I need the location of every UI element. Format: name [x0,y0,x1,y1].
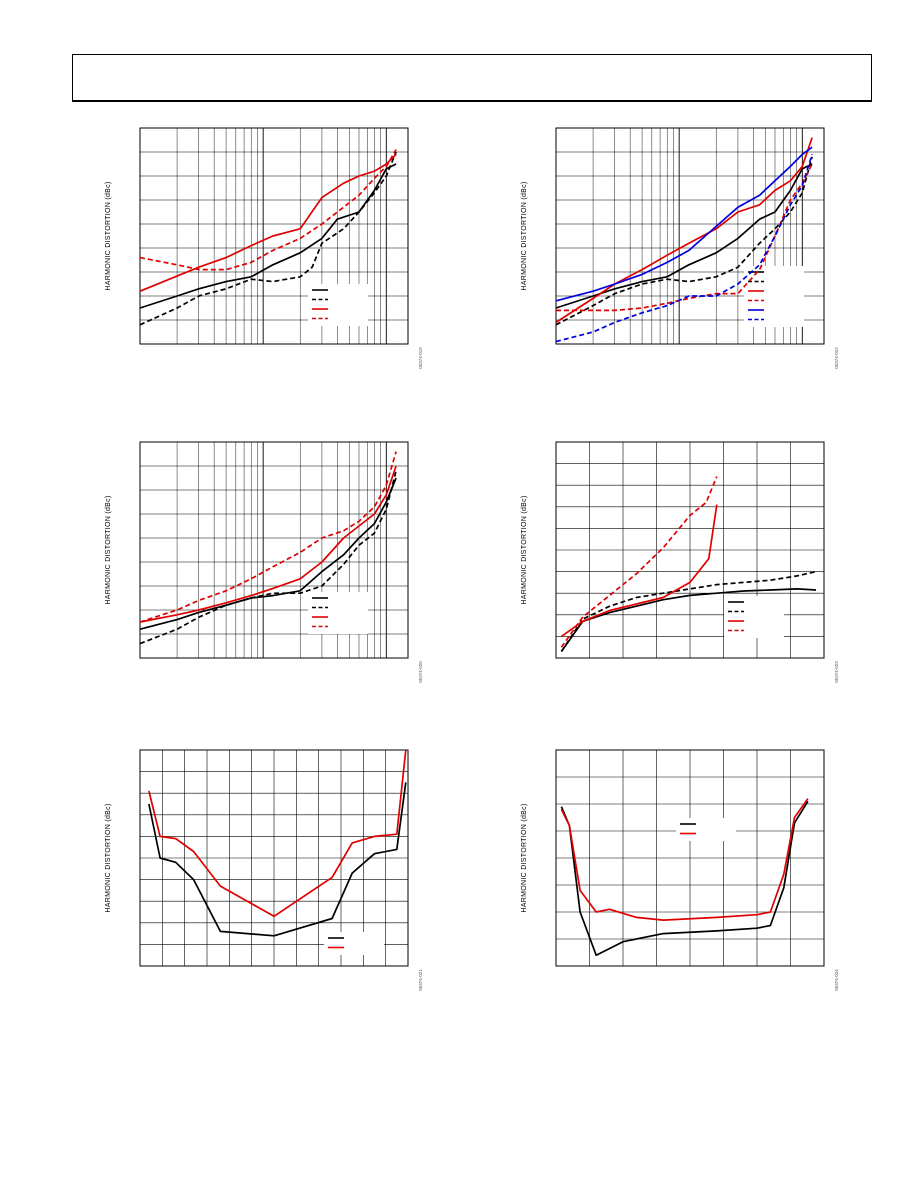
legend-panel [724,596,784,638]
y-axis-label: HARMONIC DISTORTION (dBc) [105,181,112,290]
page-header-box [72,54,872,102]
plot-frame [139,127,409,345]
plot-frame [139,749,409,967]
plot-frame [555,749,825,967]
grid [140,750,408,966]
series-line-2 [139,470,397,645]
y-axis-label: HARMONIC DISTORTION (dBc) [521,803,528,912]
y-axis-label: HARMONIC DISTORTION (dBc) [521,495,528,604]
chart-5-svg: HARMONIC DISTORTION (dBc) 05374-021 [105,749,423,991]
series-line-1 [555,163,813,309]
chart-3-svg: HARMONIC DISTORTION (dBc) 05374-020 [105,441,423,683]
chart-5: HARMONIC DISTORTION (dBc) 05374-021 [100,744,430,1004]
legend-panel [308,284,368,326]
grid [556,750,824,966]
series-line-3 [139,153,397,292]
plot-frame [139,441,409,659]
chart-1-svg: HARMONIC DISTORTION (dBc) 05374-019 [105,127,423,369]
grid [140,442,408,658]
series-line-4 [139,149,397,271]
chart-4-svg: HARMONIC DISTORTION (dBc) 05374-023 [521,441,839,683]
chart-4: HARMONIC DISTORTION (dBc) 05374-023 [516,436,846,696]
chart-6: HARMONIC DISTORTION (dBc) 05374-024 [516,744,846,1004]
figure-id: 05374-022 [834,347,839,369]
legend [324,932,384,955]
series-line-3 [139,465,397,623]
chart-1: HARMONIC DISTORTION (dBc) 05374-019 [100,122,430,382]
y-axis-label: HARMONIC DISTORTION (dBc) [521,181,528,290]
legend-panel [308,592,368,634]
figure-id: 05374-020 [418,661,423,683]
figure-id: 05374-023 [834,661,839,683]
series-line-2 [139,151,397,326]
series-line-1 [560,588,817,652]
figure-id: 05374-019 [418,347,423,369]
chart-2: HARMONIC DISTORTION (dBc) 05374-022 [516,122,846,382]
series-line-5 [555,146,813,302]
series-line-4 [556,163,813,312]
figure-id: 05374-024 [834,969,839,991]
series-line-1 [139,163,397,309]
legend [308,284,368,326]
legend [676,818,736,841]
series-line-3 [560,504,718,638]
legend-panel [676,818,736,841]
plot-frame [555,127,825,345]
legend [744,266,804,327]
series-line-2 [560,798,809,921]
series-line-4 [560,476,718,648]
series-line-6 [555,154,813,343]
series-line-2 [560,570,817,652]
series-line-1 [560,800,809,957]
legend [308,592,368,634]
figure-id: 05374-021 [418,969,423,991]
y-axis-label: HARMONIC DISTORTION (dBc) [105,495,112,604]
series-line-2 [148,749,407,918]
chart-3: HARMONIC DISTORTION (dBc) 05374-020 [100,436,430,696]
series-line-1 [148,782,407,937]
chart-6-svg: HARMONIC DISTORTION (dBc) 05374-024 [521,749,839,991]
series-line-2 [555,156,813,326]
legend [724,596,784,638]
legend-panel [744,266,804,327]
y-axis-label: HARMONIC DISTORTION (dBc) [105,803,112,912]
series-line-1 [139,477,397,631]
chart-2-svg: HARMONIC DISTORTION (dBc) 05374-022 [521,127,839,369]
plot-frame [555,441,825,659]
legend-panel [324,932,384,955]
